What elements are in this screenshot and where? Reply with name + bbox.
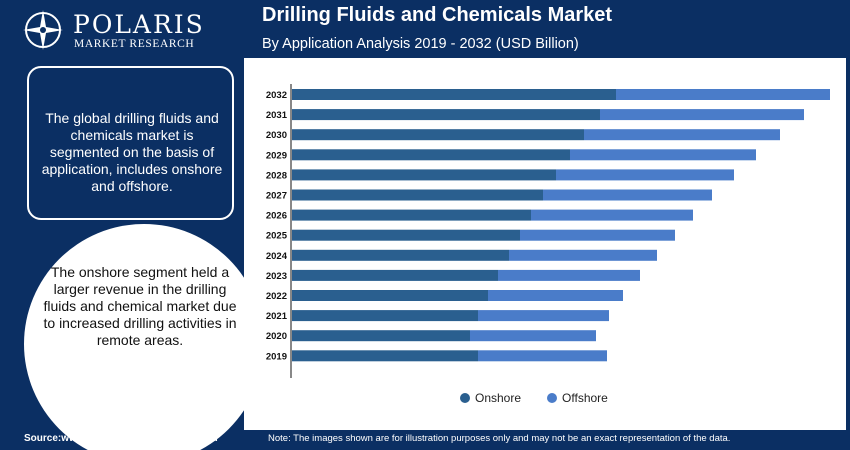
bar-onshore-2021 bbox=[292, 310, 478, 322]
bar-onshore-2032 bbox=[292, 89, 616, 100]
y-tick-label-2027: 2027 bbox=[266, 191, 287, 202]
legend-item-offshore: Offshore bbox=[547, 391, 608, 405]
y-tick-label-2024: 2024 bbox=[266, 251, 288, 262]
chart-title: Drilling Fluids and Chemicals Market bbox=[262, 4, 613, 26]
bar-offshore-2025 bbox=[520, 229, 675, 241]
legend-item-onshore: Onshore bbox=[460, 391, 521, 405]
bar-chart: 2032 2031 2030 2029 2028 2027 2026 2025 2024 2023… bbox=[266, 84, 830, 378]
bar-onshore-2027 bbox=[292, 189, 543, 201]
bar-onshore-2029 bbox=[292, 149, 570, 161]
source-text: Source:www.polarismarketresearch.com bbox=[24, 433, 218, 444]
legend-swatch-offshore bbox=[547, 393, 558, 403]
y-tick-label-2020: 2020 bbox=[266, 331, 287, 342]
bar-offshore-2028 bbox=[556, 169, 734, 181]
chart-panel: 2032 2031 2030 2029 2028 2027 2026 2025 2024 2023… bbox=[244, 58, 846, 430]
y-tick-label-2025: 2025 bbox=[266, 231, 288, 242]
bar-onshore-2019 bbox=[292, 350, 478, 362]
bar-offshore-2031 bbox=[600, 109, 804, 121]
bar-offshore-2021 bbox=[478, 310, 609, 322]
y-tick-label-2028: 2028 bbox=[266, 170, 287, 181]
legend-swatch-onshore bbox=[460, 393, 470, 403]
left-info-panel: The global drilling fluids and chemicals… bbox=[4, 58, 264, 450]
bar-onshore-2024 bbox=[292, 249, 509, 261]
bar-offshore-2030 bbox=[584, 129, 780, 141]
bar-onshore-2023 bbox=[292, 269, 498, 281]
bar-onshore-2022 bbox=[292, 290, 488, 301]
y-tick-label-2019: 2019 bbox=[266, 351, 287, 362]
bar-onshore-2026 bbox=[292, 209, 531, 221]
bar-offshore-2029 bbox=[570, 149, 756, 161]
brand-logo: POLARIS MARKET RESEARCH bbox=[18, 6, 218, 56]
chart-legend: Onshore Offshore bbox=[460, 389, 634, 407]
bar-onshore-2028 bbox=[292, 169, 556, 181]
insight-circle: The onshore segment held a larger revenu… bbox=[24, 224, 264, 450]
bar-onshore-2025 bbox=[292, 229, 520, 241]
brand-name: POLARIS bbox=[73, 10, 205, 39]
brand-tagline: MARKET RESEARCH bbox=[74, 38, 195, 50]
bar-offshore-2032 bbox=[616, 89, 830, 100]
y-tick-label-2023: 2023 bbox=[266, 271, 287, 282]
y-tick-label-2030: 2030 bbox=[266, 130, 287, 141]
y-tick-label-2029: 2029 bbox=[266, 150, 287, 161]
bar-offshore-2027 bbox=[543, 189, 712, 201]
bar-offshore-2026 bbox=[531, 209, 693, 221]
bar-offshore-2024 bbox=[509, 249, 657, 261]
disclaimer-note: Note: The images shown are for illustrat… bbox=[268, 433, 731, 444]
bar-onshore-2031 bbox=[292, 109, 600, 121]
y-tick-label-2031: 2031 bbox=[266, 110, 288, 121]
bar-offshore-2020 bbox=[470, 330, 596, 342]
insight-text: The onshore segment held a larger revenu… bbox=[43, 264, 237, 348]
bar-group bbox=[292, 89, 830, 362]
y-tick-label-2022: 2022 bbox=[266, 291, 287, 302]
bar-offshore-2023 bbox=[498, 269, 640, 281]
bar-offshore-2022 bbox=[488, 290, 623, 301]
legend-label-offshore: Offshore bbox=[562, 391, 608, 405]
segment-info-box: The global drilling fluids and chemicals… bbox=[27, 66, 234, 220]
legend-label-onshore: Onshore bbox=[475, 391, 522, 405]
footer: Source:www.polarismarketresearch.com Not… bbox=[0, 430, 850, 450]
y-tick-label-2026: 2026 bbox=[266, 211, 287, 222]
bar-onshore-2030 bbox=[292, 129, 584, 141]
y-tick-label-2021: 2021 bbox=[266, 311, 288, 322]
chart-subtitle: By Application Analysis 2019 - 2032 (USD… bbox=[262, 36, 579, 52]
y-tick-labels: 2032 2031 2030 2029 2028 2027 2026 2025 2024 2023… bbox=[266, 90, 288, 362]
bar-onshore-2020 bbox=[292, 330, 470, 342]
compass-star-icon bbox=[23, 10, 63, 50]
segment-info-text: The global drilling fluids and chemicals… bbox=[41, 110, 223, 194]
bar-offshore-2019 bbox=[478, 350, 607, 362]
y-tick-label-2032: 2032 bbox=[266, 90, 287, 101]
